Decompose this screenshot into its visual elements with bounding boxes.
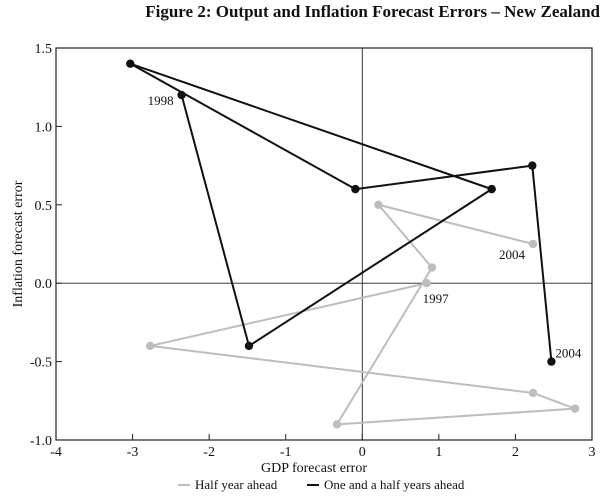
x-tick-label: -3 [127, 445, 139, 460]
x-tick-label: -1 [280, 445, 292, 460]
data-point [547, 357, 556, 366]
x-axis-label: GDP forecast error [261, 461, 367, 476]
x-tick-label: 0 [359, 445, 366, 460]
data-point [422, 279, 431, 288]
x-tick-label: 1 [435, 445, 442, 460]
data-point [244, 341, 254, 351]
data-point [528, 239, 538, 249]
data-point [374, 200, 383, 209]
legend-label: One and a half years ahead [324, 477, 465, 492]
data-point [332, 420, 342, 429]
data-point [487, 184, 496, 194]
x-tick-label: 3 [589, 445, 596, 460]
y-tick-label: 1.5 [35, 42, 53, 57]
legend-label: Half year ahead [195, 477, 278, 492]
point-label: 1997 [423, 291, 450, 306]
data-point [427, 263, 437, 272]
data-point [177, 90, 186, 100]
series-line-1 [129, 62, 553, 362]
point-label: 1998 [148, 93, 174, 108]
data-point [351, 184, 360, 194]
point-label: 2004 [555, 346, 582, 361]
data-point [126, 59, 135, 68]
y-tick-label: 1.0 [35, 120, 53, 135]
y-tick-label: 0.0 [35, 277, 53, 292]
x-tick-label: -4 [50, 445, 62, 460]
x-tick-label: -2 [203, 445, 215, 460]
y-axis-label: Inflation forecast error [11, 180, 26, 307]
y-tick-label: 0.5 [35, 199, 53, 214]
data-point [570, 404, 580, 413]
y-tick-label: -0.5 [30, 356, 52, 371]
x-tick-label: 2 [512, 445, 519, 460]
data-point [528, 161, 537, 170]
data-point [528, 388, 538, 398]
data-point [145, 341, 155, 351]
point-label: 2004 [499, 247, 526, 262]
series-line-0 [149, 203, 577, 426]
plot-frame [55, 47, 593, 441]
chart-title: Figure 2: Output and Inflation Forecast … [145, 2, 600, 21]
y-tick-label: -1.0 [30, 434, 52, 449]
